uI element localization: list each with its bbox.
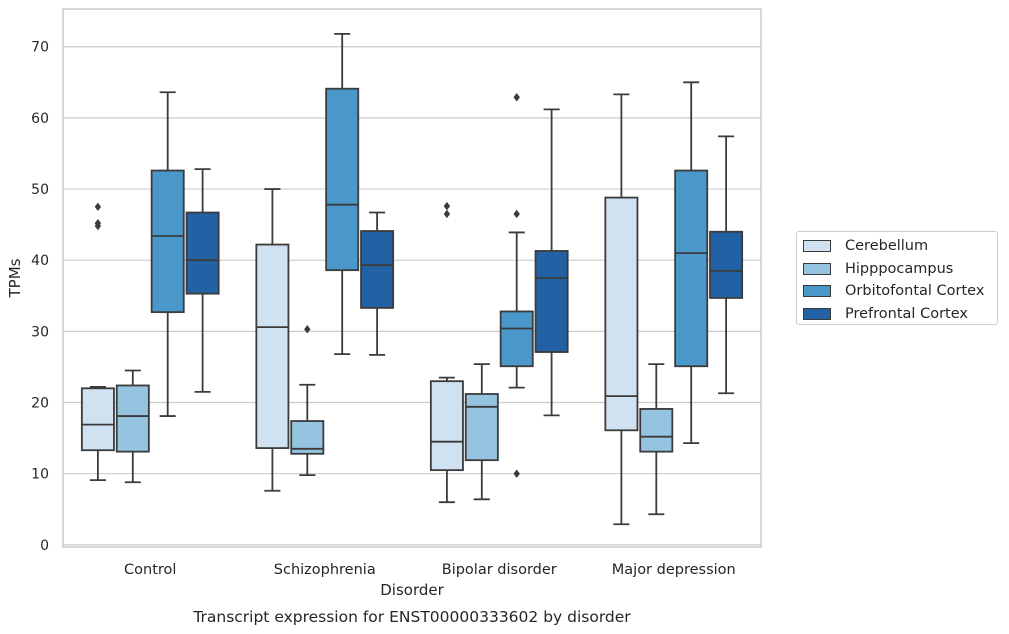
y-tick-label: 70 [31, 40, 49, 56]
legend-label: Orbitofontal Cortex [845, 283, 985, 300]
outlier-point [443, 209, 451, 219]
box-group [290, 325, 325, 477]
box [534, 250, 569, 353]
box-group [150, 91, 185, 417]
legend-label: Prefrontal Cortex [845, 305, 968, 322]
outlier-point [513, 209, 520, 219]
legend-item: Orbitofontal Cortex [803, 280, 997, 303]
x-tick-label: Control [124, 562, 176, 578]
box [150, 169, 185, 314]
y-ticks: 0 10 20 30 40 50 60 70 [31, 40, 49, 554]
legend-label: Cerebellum [845, 238, 929, 255]
box [185, 211, 220, 295]
legend-item: Cerebellum [803, 235, 997, 258]
box [255, 243, 290, 449]
x-tick-label: Bipolar disorder [442, 562, 557, 578]
y-tick-label: 20 [31, 396, 49, 412]
box [80, 387, 115, 452]
box [709, 230, 744, 299]
box-group [360, 211, 395, 356]
boxes-layer [80, 33, 744, 526]
box-group [709, 135, 744, 395]
outlier-point [94, 221, 102, 231]
legend-swatch [803, 307, 831, 320]
box-group [604, 93, 639, 526]
box [604, 196, 639, 432]
box-group [499, 93, 534, 478]
outlier-point [513, 469, 520, 478]
box [674, 169, 709, 368]
box [360, 230, 395, 309]
y-tick-label: 30 [31, 324, 49, 340]
box [429, 380, 464, 472]
outlier-point [513, 93, 520, 102]
box-group [325, 33, 360, 356]
legend-item: Hipppocampus [803, 258, 997, 281]
y-tick-label: 40 [31, 253, 49, 269]
box [115, 384, 150, 453]
box-group [115, 369, 150, 484]
box-group [80, 202, 115, 482]
legend-swatch [803, 285, 831, 298]
x-tick-label: Major depression [612, 562, 736, 578]
x-ticks: Control Schizophrenia Bipolar disorder Majo… [124, 562, 736, 578]
legend-swatch [803, 240, 831, 253]
legend-label: Hipppocampus [845, 260, 954, 277]
outlier-point [304, 325, 311, 334]
box-group [639, 363, 674, 516]
box-group [464, 363, 499, 501]
box [325, 87, 360, 272]
x-tick-label: Schizophrenia [274, 562, 376, 578]
y-tick-label: 0 [40, 538, 49, 554]
legend: Cerebellum Hipppocampus Orbitofontal Corte… [796, 231, 998, 325]
outlier-point [94, 202, 102, 212]
box [639, 408, 674, 453]
y-tick-label: 10 [31, 467, 49, 483]
box-group [429, 201, 464, 504]
box-group [255, 188, 290, 492]
y-tick-label: 50 [31, 182, 49, 198]
chart-title: Transcript expression for ENST0000033360… [192, 608, 631, 626]
box-group [534, 108, 569, 417]
plot-frame [62, 8, 762, 548]
legend-item: Prefrontal Cortex [803, 303, 997, 326]
outlier-point [443, 201, 451, 211]
box [464, 393, 499, 462]
y-tick-label: 60 [31, 111, 49, 127]
box-group [185, 168, 220, 393]
legend-swatch [803, 262, 831, 275]
x-axis-label: Disorder [380, 581, 444, 599]
box [499, 310, 534, 368]
box-group [674, 81, 709, 445]
y-axis-label: TPMs [6, 258, 24, 298]
